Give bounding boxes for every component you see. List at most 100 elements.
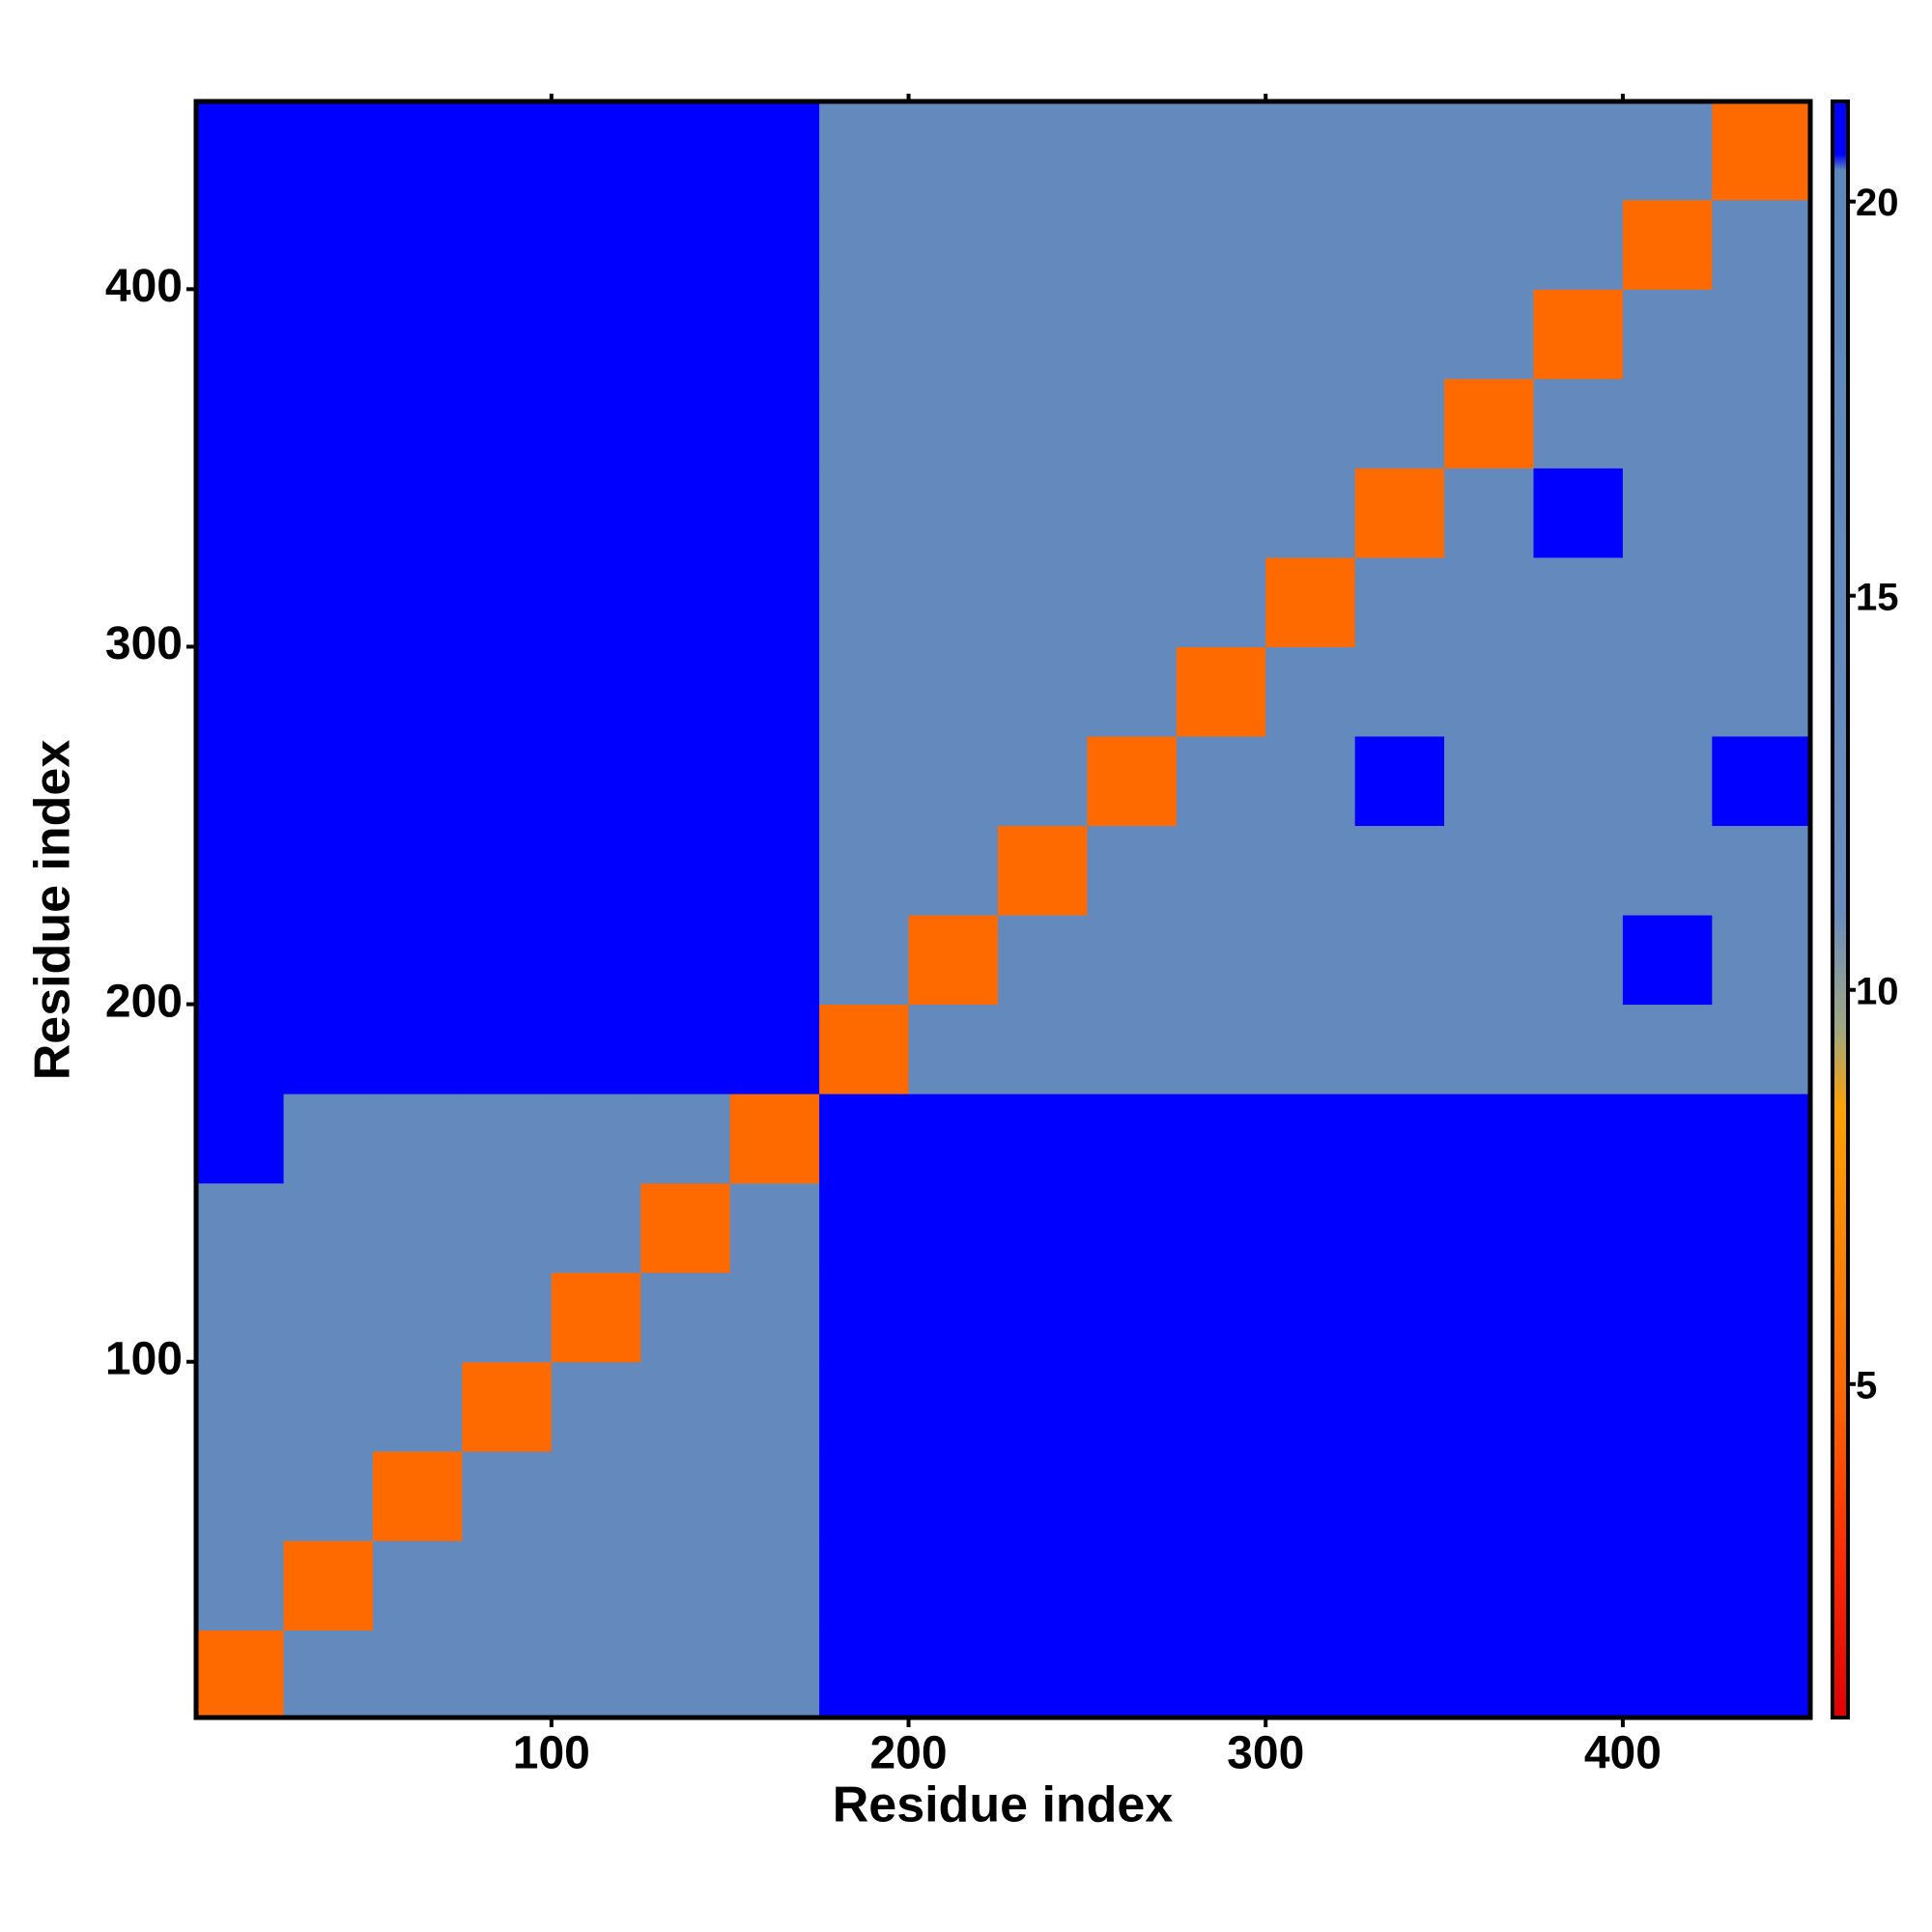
heatmap-cell xyxy=(1176,1361,1266,1452)
heatmap-cell xyxy=(1354,1182,1445,1273)
heatmap-cell xyxy=(819,101,910,201)
heatmap-cell xyxy=(1176,101,1266,201)
heatmap-cell xyxy=(196,101,285,201)
heatmap-cell xyxy=(551,735,641,827)
heatmap-cell xyxy=(462,1630,553,1719)
heatmap-cell xyxy=(1533,1094,1624,1184)
heatmap-cell xyxy=(819,915,910,1006)
heatmap-cell xyxy=(462,735,553,827)
heatmap-cell xyxy=(1622,735,1713,827)
heatmap-cell xyxy=(908,199,999,290)
heatmap-cell xyxy=(908,289,999,380)
heatmap-cell xyxy=(1622,1094,1713,1184)
heatmap-cell xyxy=(196,1361,285,1452)
heatmap-cell xyxy=(1533,915,1624,1006)
heatmap-cell xyxy=(819,556,910,647)
heatmap-cell xyxy=(1176,1451,1266,1542)
heatmap-cell xyxy=(1265,1451,1356,1542)
heatmap-cell xyxy=(1444,1361,1534,1452)
heatmap-cell xyxy=(1533,556,1624,647)
heatmap-cell xyxy=(1712,825,1811,916)
heatmap-cell xyxy=(1176,915,1266,1006)
heatmap-cell xyxy=(908,735,999,827)
heatmap-cell xyxy=(908,1182,999,1273)
heatmap-cell xyxy=(551,1451,641,1542)
heatmap-cell xyxy=(640,289,731,380)
heatmap-cell xyxy=(1533,289,1624,380)
heatmap-cell xyxy=(551,1272,641,1363)
heatmap-cell xyxy=(1712,556,1811,647)
heatmap-cell xyxy=(1622,199,1713,290)
heatmap-cell xyxy=(1354,735,1445,827)
colorbar-tick-label: 15 xyxy=(1856,576,1899,618)
heatmap-cell xyxy=(1265,556,1356,647)
heatmap-cell xyxy=(1533,646,1624,737)
heatmap-cell xyxy=(997,1361,1088,1452)
heatmap-cell xyxy=(1712,1272,1811,1363)
heatmap-cell xyxy=(372,1004,463,1094)
heatmap-cell xyxy=(1712,378,1811,469)
heatmap-cell xyxy=(551,646,641,737)
heatmap-cell xyxy=(819,646,910,737)
heatmap-cell xyxy=(196,825,285,916)
heatmap-cell xyxy=(729,1272,820,1363)
heatmap-cell xyxy=(1087,378,1178,469)
heatmap-cell xyxy=(283,289,374,380)
heatmap-cell xyxy=(1533,101,1624,201)
heatmap-cell xyxy=(1712,1094,1811,1184)
heatmap-cell xyxy=(1265,378,1356,469)
heatmap-cell xyxy=(640,646,731,737)
heatmap-cell xyxy=(1087,1540,1178,1631)
heatmap-cell xyxy=(283,378,374,469)
heatmap-cell xyxy=(1712,1451,1811,1542)
heatmap-cell xyxy=(1176,735,1266,827)
heatmap-cell xyxy=(640,1361,731,1452)
heatmap-cell xyxy=(196,1094,285,1184)
x-tick-label: 100 xyxy=(513,1728,590,1779)
heatmap-cell xyxy=(1622,468,1713,558)
heatmap-cell xyxy=(1354,1094,1445,1184)
heatmap-cell xyxy=(1622,825,1713,916)
heatmap-cell xyxy=(729,1361,820,1452)
heatmap-cell xyxy=(1712,1630,1811,1719)
heatmap-cell xyxy=(283,1182,374,1273)
heatmap-cell xyxy=(372,556,463,647)
heatmap-cell xyxy=(819,825,910,916)
heatmap-cell xyxy=(1265,199,1356,290)
heatmap-cell xyxy=(1533,1361,1624,1452)
heatmap-cell xyxy=(1265,468,1356,558)
heatmap-cell xyxy=(283,825,374,916)
heatmap-cell xyxy=(196,556,285,647)
heatmap-cell xyxy=(372,101,463,201)
heatmap-cell xyxy=(729,199,820,290)
heatmap-cell xyxy=(1712,1182,1811,1273)
x-axis-label: Residue index xyxy=(833,1777,1174,1833)
heatmap-cell xyxy=(551,1361,641,1452)
heatmap-cell xyxy=(640,1540,731,1631)
heatmap-cell xyxy=(372,1094,463,1184)
heatmap-cell xyxy=(462,646,553,737)
heatmap-cell xyxy=(283,1451,374,1542)
heatmap-cell xyxy=(1444,199,1534,290)
heatmap-cell xyxy=(196,1004,285,1094)
heatmap-cell xyxy=(1533,735,1624,827)
heatmap-cell xyxy=(640,468,731,558)
heatmap-cell xyxy=(1265,289,1356,380)
heatmap-cell xyxy=(908,1451,999,1542)
heatmap-cell xyxy=(729,1630,820,1719)
heatmap-cell xyxy=(729,556,820,647)
heatmap-cell xyxy=(1176,1630,1266,1719)
heatmap-cell xyxy=(283,1540,374,1631)
heatmap-cell xyxy=(1087,646,1178,737)
heatmap-cell xyxy=(1087,915,1178,1006)
plot-frame xyxy=(193,99,1813,1720)
heatmap-cell xyxy=(196,735,285,827)
heatmap-cell xyxy=(372,468,463,558)
heatmap-cell xyxy=(196,468,285,558)
heatmap-cell xyxy=(1712,101,1811,201)
heatmap-cell xyxy=(196,1630,285,1719)
heatmap-cell xyxy=(551,289,641,380)
heatmap-cell xyxy=(908,1361,999,1452)
heatmap-cell xyxy=(1622,915,1713,1006)
heatmap-cell xyxy=(1444,646,1534,737)
